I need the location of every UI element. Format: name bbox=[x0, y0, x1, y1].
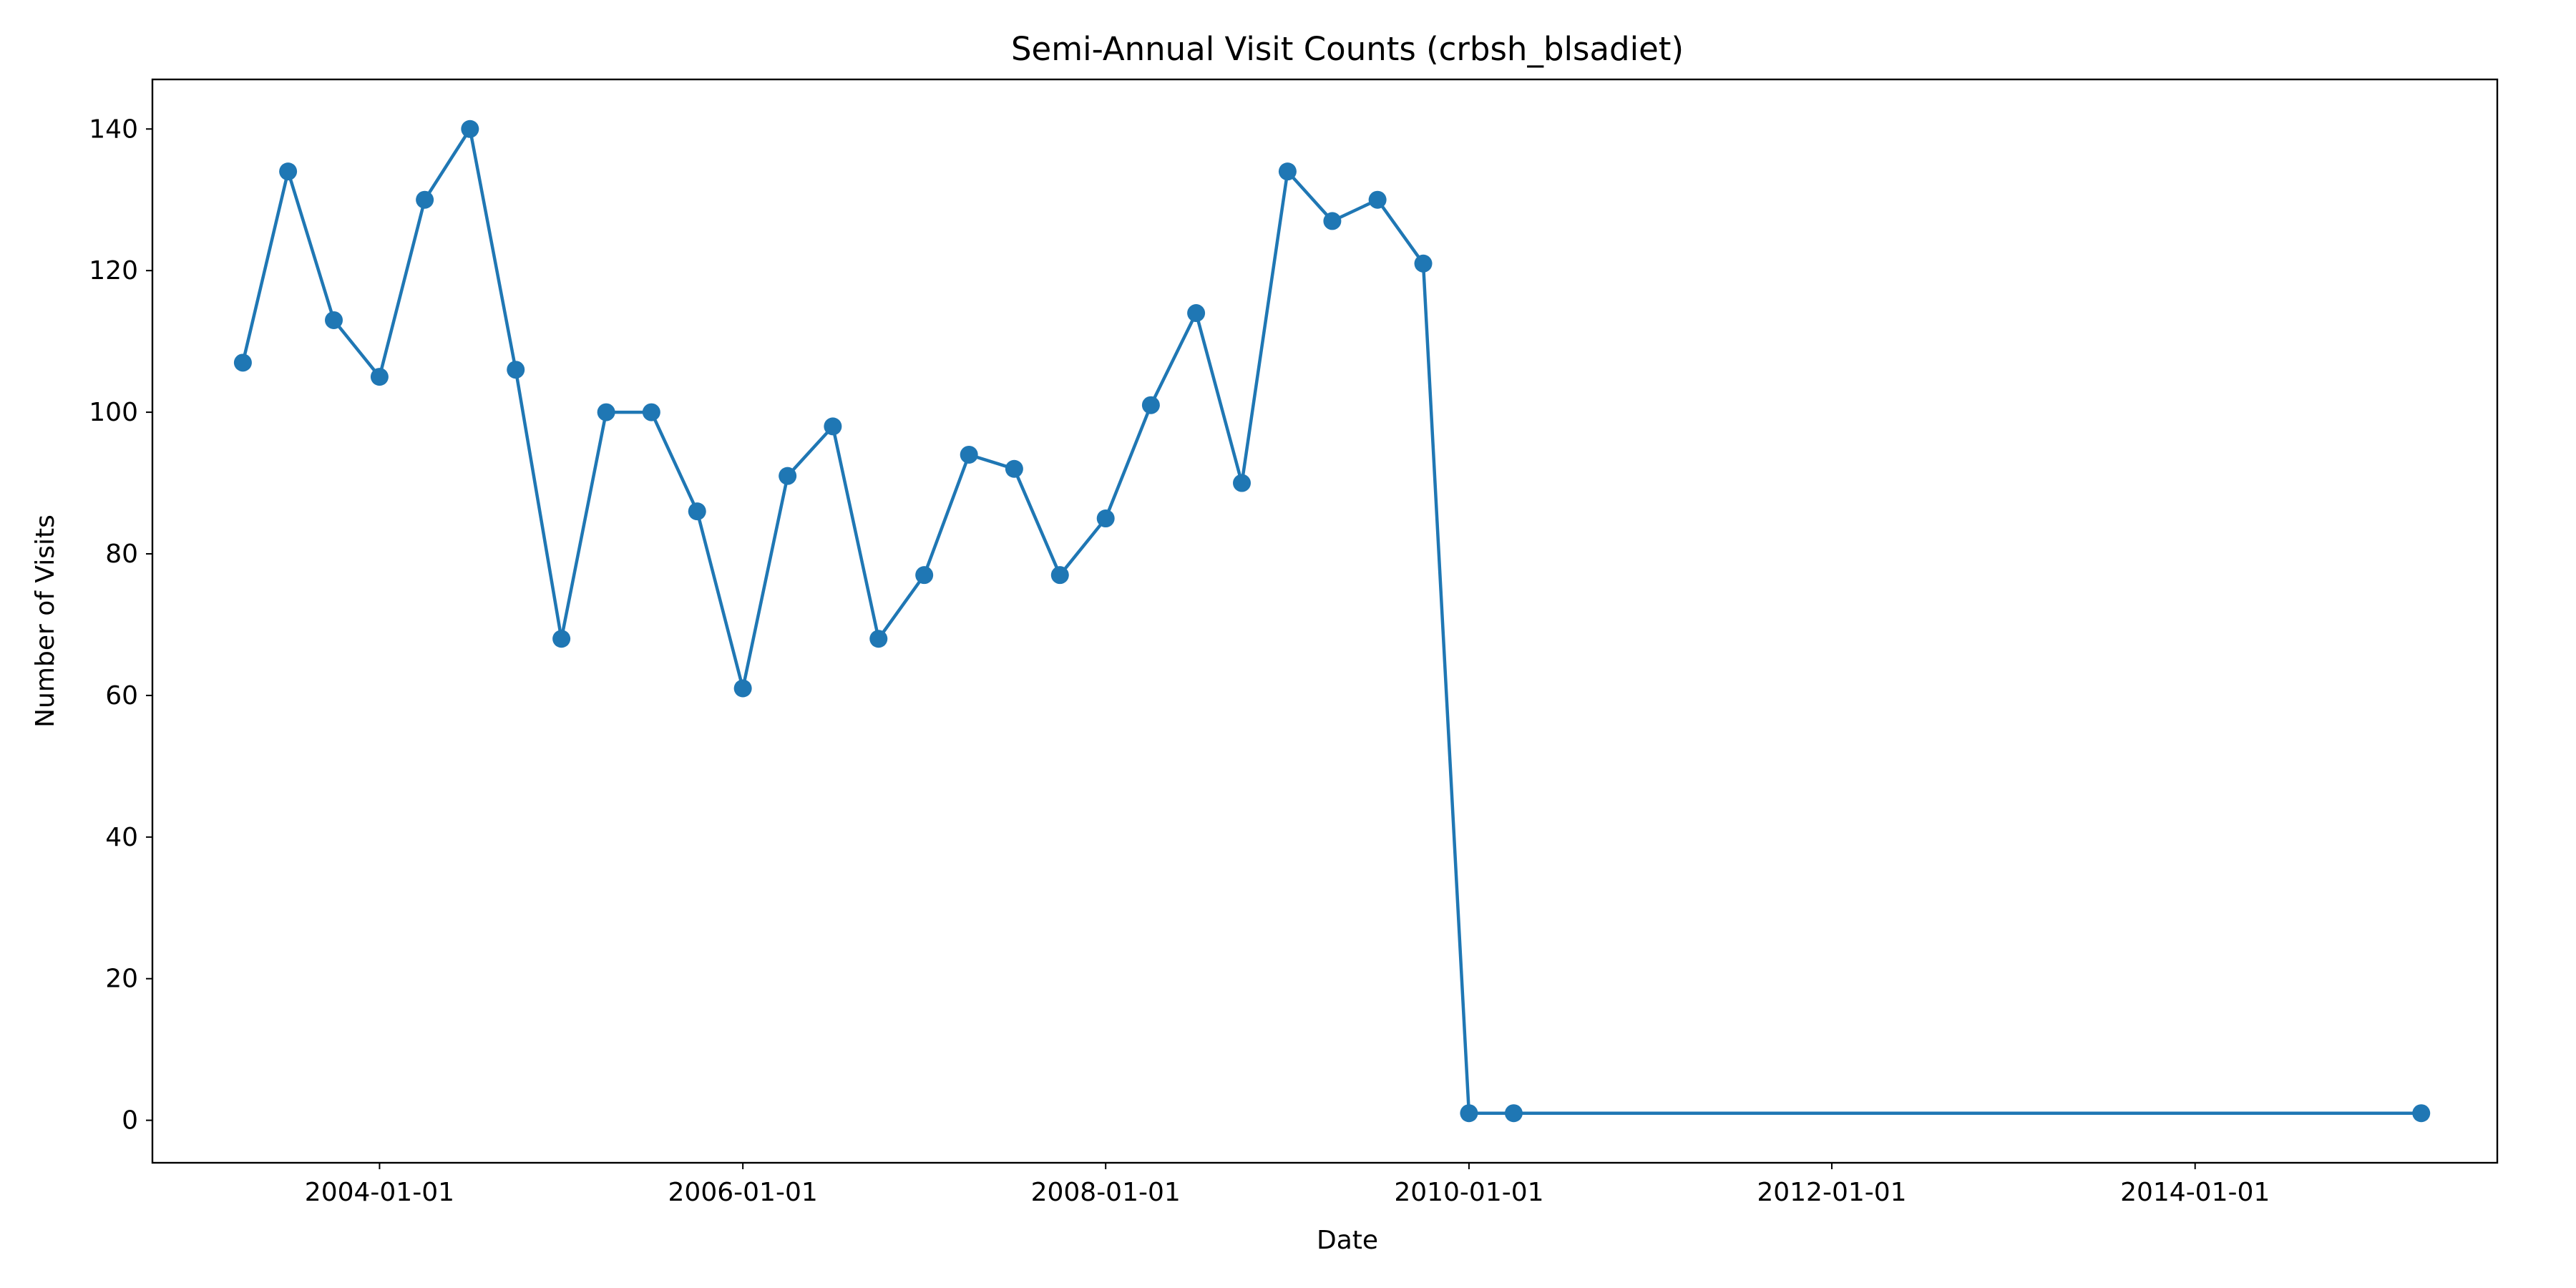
y-tick-label: 60 bbox=[105, 681, 138, 711]
x-tick-label: 2012-01-01 bbox=[1757, 1178, 1906, 1207]
x-tick-label: 2014-01-01 bbox=[2120, 1178, 2270, 1207]
x-tick-label: 2006-01-01 bbox=[668, 1178, 818, 1207]
data-point bbox=[1504, 1104, 1523, 1123]
data-point bbox=[507, 361, 525, 379]
data-point bbox=[552, 630, 571, 648]
plot-area: 0 20 40 60 80 100 120 140 2004-01-01 2006-01-01 20… bbox=[89, 78, 2499, 1207]
data-point bbox=[960, 445, 978, 464]
data-point bbox=[1278, 162, 1297, 181]
y-tick-label: 0 bbox=[122, 1106, 138, 1136]
x-tick-label: 2004-01-01 bbox=[305, 1178, 454, 1207]
data-point bbox=[1141, 396, 1160, 414]
x-tick-label: 2010-01-01 bbox=[1394, 1178, 1543, 1207]
data-point bbox=[915, 566, 934, 585]
y-tick-label: 100 bbox=[89, 398, 138, 427]
data-point bbox=[1414, 254, 1433, 273]
data-point bbox=[824, 417, 842, 436]
data-point bbox=[733, 679, 752, 698]
data-point bbox=[1368, 190, 1387, 209]
y-axis-title: Number of Visits bbox=[31, 514, 60, 728]
data-point bbox=[416, 190, 434, 209]
x-axis-title: Date bbox=[1317, 1226, 1378, 1255]
data-point bbox=[1323, 212, 1342, 230]
plot-frame bbox=[151, 78, 2499, 1164]
data-point bbox=[370, 368, 389, 386]
chart-title: Semi-Annual Visit Counts (crbsh_blsadiet… bbox=[1011, 30, 1684, 68]
y-tick-label: 40 bbox=[105, 823, 138, 852]
data-point bbox=[1096, 509, 1115, 528]
data-point bbox=[688, 502, 706, 521]
series-line bbox=[241, 127, 2421, 1115]
data-point bbox=[642, 403, 660, 421]
data-point bbox=[779, 467, 797, 485]
data-point bbox=[1460, 1104, 1478, 1123]
data-point bbox=[325, 311, 343, 329]
data-point bbox=[597, 403, 615, 421]
data-point bbox=[2412, 1104, 2431, 1123]
data-point bbox=[869, 630, 888, 648]
data-point bbox=[1050, 566, 1069, 585]
data-point bbox=[233, 353, 252, 372]
y-tick-label: 120 bbox=[89, 256, 138, 286]
data-point bbox=[279, 162, 298, 181]
y-tick-label: 80 bbox=[105, 540, 138, 569]
data-point bbox=[1187, 304, 1206, 323]
data-point bbox=[1005, 459, 1023, 478]
data-point bbox=[461, 119, 479, 138]
y-tick-label: 140 bbox=[89, 114, 138, 144]
x-tick-label: 2008-01-01 bbox=[1031, 1178, 1181, 1207]
data-point bbox=[1233, 474, 1252, 492]
y-tick-label: 20 bbox=[105, 965, 138, 994]
